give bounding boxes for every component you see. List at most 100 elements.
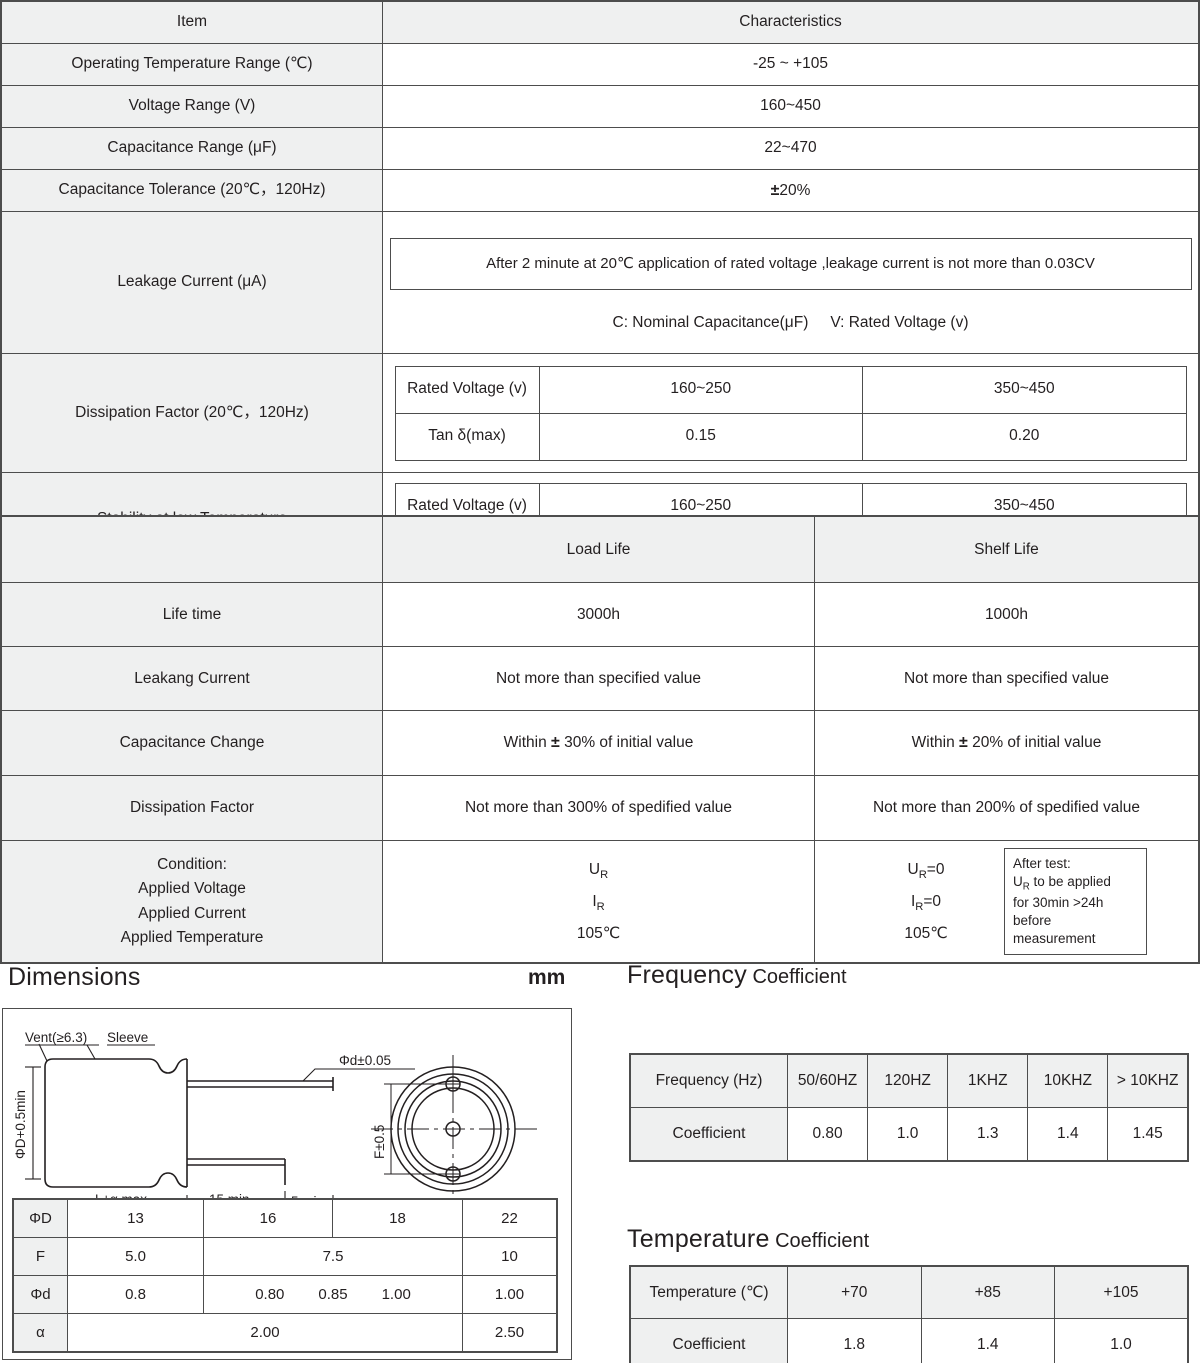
life-row-condition: Condition: Applied Voltage Applied Curre… bbox=[0, 840, 1200, 964]
dissipation-subtable: Rated Voltage (v) 160~250 350~450 Tan δ(… bbox=[394, 365, 1187, 461]
dissipation-tan-delta-high: 0.20 bbox=[862, 412, 1187, 461]
after-test-line-1: After test: bbox=[1013, 855, 1071, 871]
condition-line-4: Applied Temperature bbox=[120, 928, 264, 946]
life-header-blank bbox=[0, 515, 383, 583]
after-test-line-3: for 30min >24h bbox=[1013, 895, 1104, 911]
shelf-voltage-value: =0 bbox=[926, 860, 945, 878]
dimensions-unit-label: mm bbox=[528, 966, 566, 989]
life-row-dissipation-factor: Dissipation Factor Not more than 300% of… bbox=[0, 775, 1200, 841]
dim-phi-d-18: 18 bbox=[332, 1198, 463, 1238]
dim-phi-d-16: 16 bbox=[203, 1198, 333, 1238]
dim-f-22: 10 bbox=[462, 1237, 558, 1276]
dimensions-row-diameter: ΦD 13 16 18 22 bbox=[12, 1198, 558, 1238]
dim-lead-13: 0.8 bbox=[67, 1275, 204, 1314]
dim-label-alpha: α bbox=[12, 1313, 68, 1353]
dissipation-tan-delta-label: Tan δ(max) bbox=[394, 412, 540, 461]
after-test-line-2: UR to be applied bbox=[1013, 873, 1138, 895]
cap-shelf-post: 20% of initial value bbox=[967, 734, 1102, 751]
life-load-leakage-current: Not more than specified value bbox=[382, 646, 815, 711]
load-current-symbol: I bbox=[592, 893, 597, 910]
shelf-voltage-subscript: R bbox=[918, 868, 927, 881]
life-header-load-life: Load Life bbox=[382, 515, 815, 583]
dim-f-16-18: 7.5 bbox=[203, 1237, 463, 1276]
shelf-voltage-symbol: U bbox=[907, 860, 919, 878]
temperature-coefficient-1: 1.4 bbox=[920, 1318, 1055, 1363]
temperature-value-0: +70 bbox=[787, 1265, 922, 1319]
row-label-leakage-current: Leakage Current (μA) bbox=[0, 211, 383, 354]
frequency-title-rest: Coefficient bbox=[746, 966, 847, 988]
row-value-capacitance-range: 22~470 bbox=[382, 127, 1200, 170]
temperature-coefficient-2: 1.0 bbox=[1054, 1318, 1189, 1363]
shelf-current-subscript: R bbox=[915, 901, 924, 914]
label-sleeve: Sleeve bbox=[107, 1030, 148, 1045]
after-test-voltage-text: to be applied bbox=[1029, 873, 1111, 889]
load-current-subscript: R bbox=[596, 901, 605, 914]
load-voltage-symbol: U bbox=[588, 860, 601, 878]
shelf-current-symbol: I bbox=[910, 892, 916, 910]
row-label-operating-temperature: Operating Temperature Range (℃) bbox=[0, 43, 383, 86]
temperature-title-rest: Coefficient bbox=[769, 1230, 870, 1252]
cap-load-post: 30% of initial value bbox=[559, 734, 694, 751]
life-header-row: Load Life Shelf Life bbox=[0, 515, 1200, 583]
frequency-title-bold: Frequency bbox=[627, 961, 747, 989]
life-label-dissipation-factor: Dissipation Factor bbox=[0, 775, 383, 841]
frequency-value-0: 50/60HZ bbox=[786, 1053, 869, 1108]
shelf-applied-voltage: UR=0 bbox=[866, 854, 986, 886]
temperature-coefficient-row: Coefficient 1.8 1.4 1.0 bbox=[629, 1318, 1189, 1363]
life-header-shelf-life: Shelf Life bbox=[814, 515, 1200, 583]
dim-label-phi-d: ΦD bbox=[12, 1198, 68, 1238]
life-row-leakage-current: Leakang Current Not more than specified … bbox=[0, 646, 1200, 711]
dim-phi-d-22: 22 bbox=[462, 1198, 558, 1238]
life-label-condition: Condition: Applied Voltage Applied Curre… bbox=[0, 840, 383, 964]
temperature-coefficient-title: Temperature Coefficient bbox=[627, 1225, 869, 1254]
life-load-life-time: 3000h bbox=[382, 582, 815, 647]
label-lead-pitch: F±0.5 bbox=[372, 1125, 387, 1159]
dimensions-row-alpha: α 2.00 2.50 bbox=[12, 1313, 558, 1353]
temperature-header-row: Temperature (℃) +70 +85 +105 bbox=[629, 1265, 1189, 1319]
dim-alpha-22: 2.50 bbox=[462, 1313, 558, 1353]
row-value-capacitance-tolerance: ±20% bbox=[382, 169, 1200, 212]
dim-phi-d-13: 13 bbox=[67, 1198, 204, 1238]
life-row-life-time: Life time 3000h 1000h bbox=[0, 582, 1200, 647]
dimensions-title: Dimensions bbox=[8, 963, 141, 991]
frequency-coefficient-table: Frequency (Hz) 50/60HZ 120HZ 1KHZ 10KHZ … bbox=[629, 1053, 1189, 1162]
leakage-content: After 2 minute at 20℃ application of rat… bbox=[387, 224, 1194, 340]
row-label-dissipation-factor: Dissipation Factor (20℃，120Hz) bbox=[0, 353, 383, 473]
dim-lead-v3: 1.00 bbox=[381, 1286, 411, 1303]
frequency-value-1: 120HZ bbox=[867, 1053, 949, 1108]
table-row: Voltage Range (V) 160~450 bbox=[0, 85, 1200, 128]
dim-f-13: 5.0 bbox=[67, 1237, 204, 1276]
condition-lines: Condition: Applied Voltage Applied Curre… bbox=[6, 853, 378, 949]
row-label-voltage-range: Voltage Range (V) bbox=[0, 85, 383, 128]
row-value-operating-temperature: -25 ~ +105 bbox=[382, 43, 1200, 86]
shelf-condition-wrap: UR=0 IR=0 105℃ After test: UR to be appl… bbox=[819, 847, 1194, 956]
subtable-row: Tan δ(max) 0.15 0.20 bbox=[394, 412, 1187, 461]
characteristics-table: Item Characteristics Operating Temperatu… bbox=[0, 0, 1200, 589]
after-test-line-5: measurement bbox=[1013, 931, 1096, 947]
row-label-capacitance-range: Capacitance Range (μF) bbox=[0, 127, 383, 170]
frequency-coefficient-title: Frequency Coefficient bbox=[627, 961, 847, 990]
table-row: Capacitance Tolerance (20℃，120Hz) ±20% bbox=[0, 169, 1200, 212]
load-applied-voltage: UR bbox=[387, 854, 810, 886]
cap-load-pre: Within bbox=[503, 734, 552, 751]
life-row-capacitance-change: Capacitance Change Within ± 30% of initi… bbox=[0, 710, 1200, 776]
condition-line-1: Condition: bbox=[157, 856, 227, 874]
load-voltage-subscript: R bbox=[600, 868, 609, 881]
dim-lead-v2: 0.85 bbox=[318, 1286, 348, 1303]
plus-minus-symbol: ± bbox=[770, 181, 780, 199]
load-applied-temperature: 105℃ bbox=[576, 925, 621, 943]
frequency-value-3: 10KHZ bbox=[1027, 1053, 1109, 1108]
frequency-coefficient-row: Coefficient 0.80 1.0 1.3 1.4 1.45 bbox=[629, 1107, 1189, 1162]
row-value-leakage-current: After 2 minute at 20℃ application of rat… bbox=[382, 211, 1200, 354]
life-label-capacitance-change: Capacitance Change bbox=[0, 710, 383, 776]
dimensions-row-f: F 5.0 7.5 10 bbox=[12, 1237, 558, 1276]
shelf-condition-values: UR=0 IR=0 105℃ bbox=[866, 854, 986, 950]
leakage-boxed-text: After 2 minute at 20℃ application of rat… bbox=[389, 238, 1192, 291]
dissipation-tan-delta-low: 0.15 bbox=[538, 412, 863, 461]
table-header-row: Item Characteristics bbox=[0, 0, 1200, 44]
dim-lead-16-18: 0.80 0.85 1.00 bbox=[203, 1275, 463, 1314]
label-lead-diameter: Φd±0.05 bbox=[339, 1053, 391, 1068]
life-load-condition: UR IR 105℃ bbox=[382, 840, 815, 964]
frequency-coefficient-0: 0.80 bbox=[786, 1107, 869, 1162]
frequency-coefficient-4: 1.45 bbox=[1107, 1107, 1189, 1162]
